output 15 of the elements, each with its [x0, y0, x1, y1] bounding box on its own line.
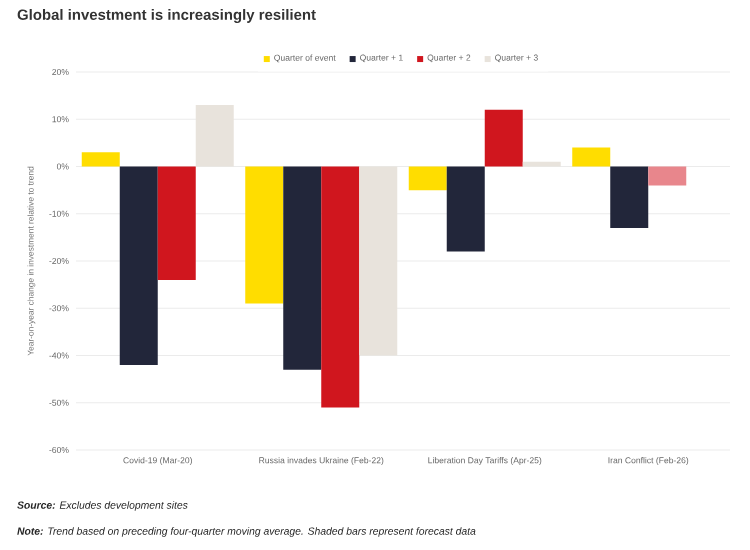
bar — [648, 166, 687, 186]
bar — [572, 147, 611, 167]
bar — [446, 166, 485, 252]
bar — [408, 166, 447, 191]
bar — [283, 166, 322, 370]
bar — [321, 166, 360, 408]
bar — [484, 109, 523, 167]
bar — [522, 161, 561, 167]
bar — [195, 105, 234, 167]
bar — [359, 166, 398, 356]
bar — [81, 152, 120, 167]
bar — [119, 166, 158, 365]
bar — [157, 166, 196, 280]
bar — [245, 166, 284, 304]
bar — [610, 166, 649, 228]
